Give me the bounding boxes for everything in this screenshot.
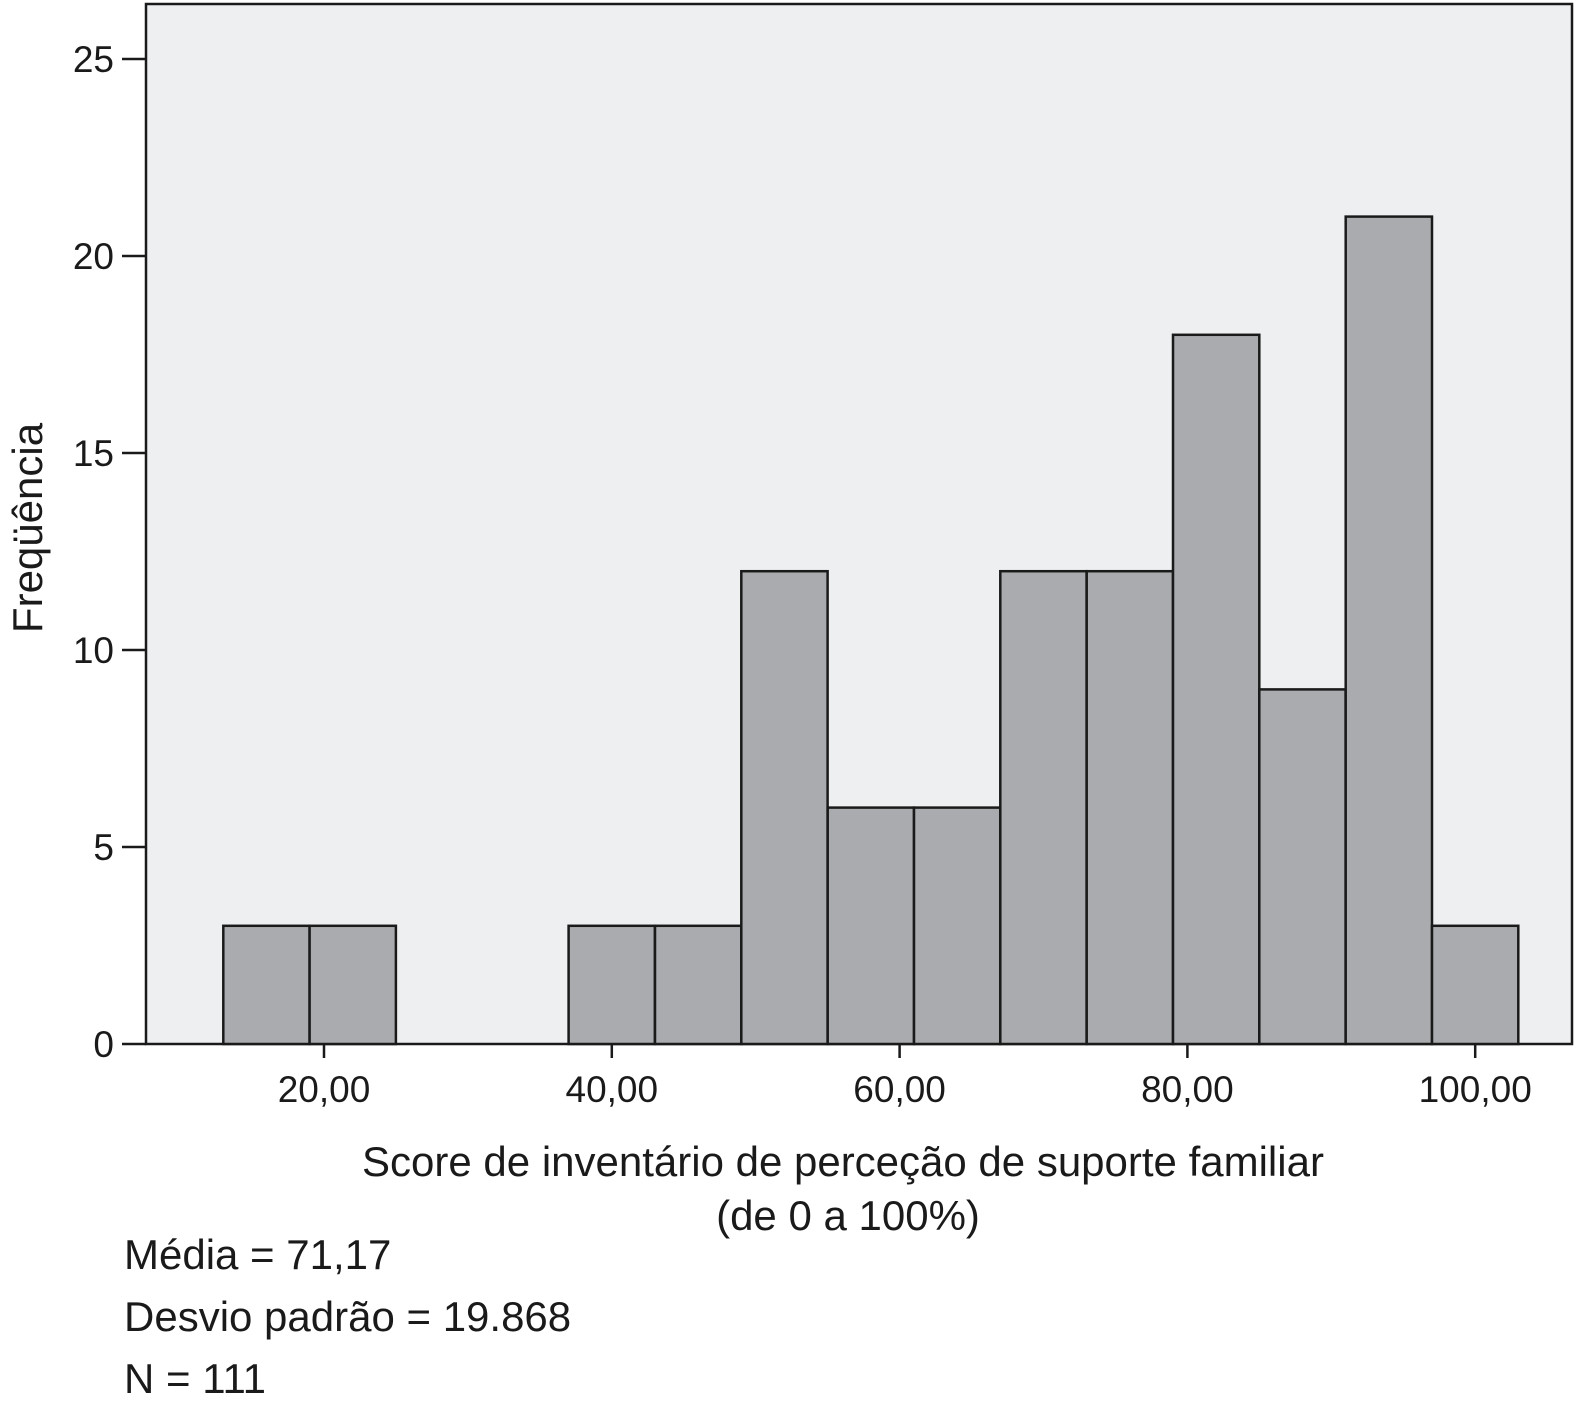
bars-group bbox=[222, 215, 1520, 1046]
x-tick-label: 60,00 bbox=[853, 1069, 946, 1110]
histogram-bar bbox=[912, 806, 1002, 1046]
histogram-bar bbox=[1085, 569, 1175, 1046]
x-tick-label: 20,00 bbox=[278, 1069, 371, 1110]
y-tick-label: 20 bbox=[73, 236, 114, 277]
histogram-bar bbox=[1258, 688, 1347, 1046]
histogram-bar bbox=[1344, 215, 1434, 1046]
x-axis: 20,00 40,00 60,00 80,00 100,00 bbox=[278, 1044, 1532, 1110]
std-dev-stat: Desvio padrão = 19.868 bbox=[124, 1293, 572, 1340]
x-axis-title-line2: (de 0 a 100%) bbox=[716, 1192, 980, 1239]
histogram-bar bbox=[740, 569, 829, 1046]
y-tick-label: 15 bbox=[73, 433, 114, 474]
histogram-bar bbox=[999, 569, 1088, 1046]
histogram-bar bbox=[653, 924, 743, 1046]
y-tick-label: 5 bbox=[93, 827, 114, 868]
y-tick-label: 0 bbox=[93, 1024, 114, 1065]
y-axis-title: Freqüência bbox=[4, 422, 51, 633]
x-tick-label: 40,00 bbox=[566, 1069, 659, 1110]
histogram-bar bbox=[1171, 333, 1261, 1046]
histogram-bar bbox=[826, 806, 916, 1046]
y-tick-label: 10 bbox=[73, 630, 114, 671]
summary-statistics: Média = 71,17 Desvio padrão = 19.868 N =… bbox=[124, 1224, 571, 1410]
x-tick-label: 80,00 bbox=[1141, 1069, 1234, 1110]
histogram-bar bbox=[567, 924, 657, 1046]
n-stat: N = 111 bbox=[124, 1355, 267, 1402]
mean-stat: Média = 71,17 bbox=[124, 1231, 392, 1278]
y-axis: 0 5 10 15 20 25 bbox=[73, 39, 146, 1065]
x-tick-label: 100,00 bbox=[1419, 1069, 1532, 1110]
histogram-bar bbox=[308, 924, 398, 1046]
x-axis-title: Score de inventário de perceção de supor… bbox=[362, 1138, 1324, 1185]
y-tick-label: 25 bbox=[73, 39, 114, 80]
histogram-bar bbox=[222, 924, 311, 1046]
histogram-bar bbox=[1430, 924, 1520, 1046]
